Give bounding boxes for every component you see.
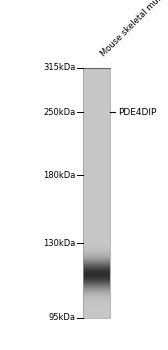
- Text: 315kDa: 315kDa: [43, 63, 75, 72]
- Text: Mouse skeletal muscle: Mouse skeletal muscle: [99, 0, 168, 58]
- Text: 180kDa: 180kDa: [43, 170, 75, 180]
- Text: 130kDa: 130kDa: [43, 238, 75, 247]
- Text: 95kDa: 95kDa: [48, 314, 75, 322]
- Text: PDE4DIP: PDE4DIP: [118, 107, 156, 117]
- Text: 250kDa: 250kDa: [43, 107, 75, 117]
